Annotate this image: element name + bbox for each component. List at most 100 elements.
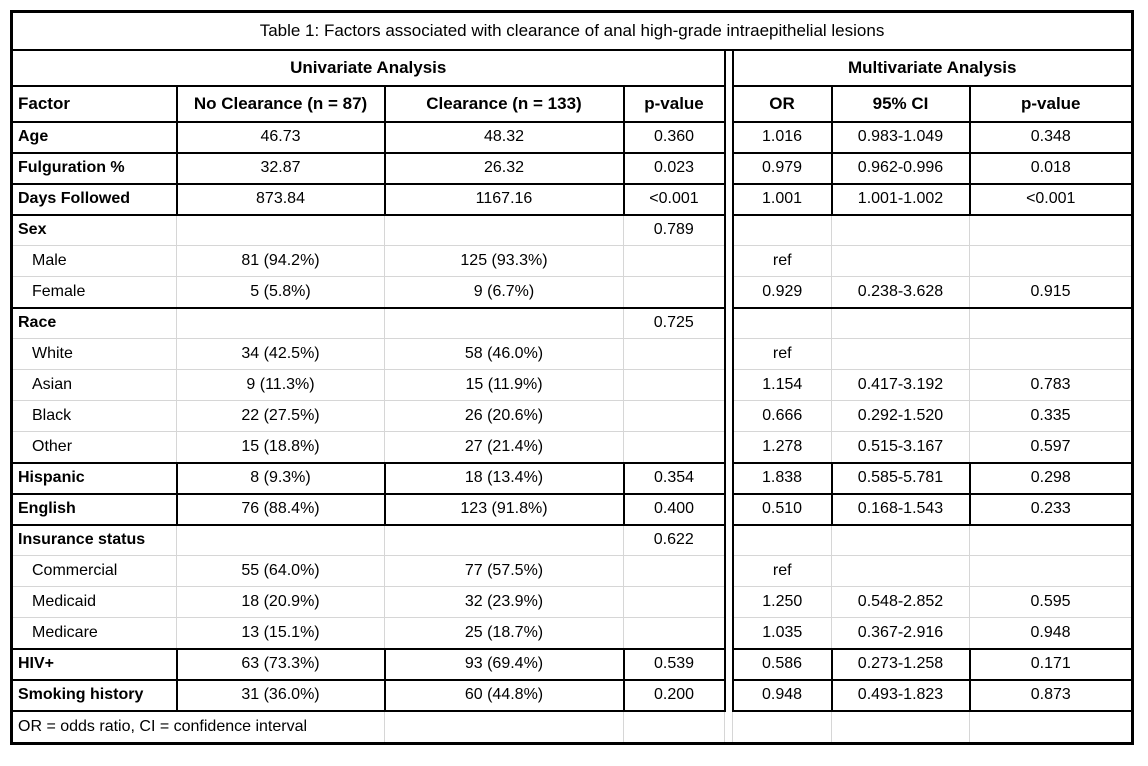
no-clearance-cell: 873.84 <box>175 182 386 216</box>
no-clearance-cell: 63 (73.3%) <box>175 647 386 681</box>
section-divider <box>723 307 734 339</box>
section-divider <box>724 710 733 744</box>
section-divider <box>723 462 734 494</box>
clearance-cell: 60 (44.8%) <box>383 678 625 712</box>
confidence-interval-cell: 0.962-0.996 <box>830 151 971 185</box>
odds-ratio-cell <box>732 523 832 556</box>
p-value-univariate-cell <box>623 276 725 309</box>
clearance-cell <box>384 523 624 556</box>
factor-cell: Medicaid <box>11 586 177 618</box>
factor-cell: Days Followed <box>10 182 178 216</box>
p-value-univariate-cell: 0.789 <box>623 213 725 246</box>
no-clearance-cell: 18 (20.9%) <box>176 586 385 618</box>
empty-cell <box>968 710 1134 744</box>
section-divider <box>723 85 734 122</box>
section-divider <box>723 245 734 277</box>
p-value-univariate-cell <box>623 617 725 650</box>
p-value-univariate-cell: 0.725 <box>623 306 725 339</box>
section-divider <box>723 183 734 215</box>
p-value-multivariate-cell: 0.233 <box>968 492 1134 526</box>
p-value-multivariate-cell: 0.915 <box>968 276 1134 309</box>
table-row: Race 0.725 <box>11 306 1134 339</box>
odds-ratio-cell: 1.278 <box>732 431 832 464</box>
factor-cell: Asian <box>11 369 177 401</box>
confidence-interval-cell: 0.292-1.520 <box>831 400 970 432</box>
odds-ratio-cell <box>732 306 832 339</box>
p-value-multivariate-cell <box>968 555 1134 587</box>
factor-cell: Commercial <box>11 555 177 587</box>
confidence-interval-cell: 0.238-3.628 <box>831 276 970 309</box>
column-header-p-value-univariate: p-value <box>622 84 726 123</box>
factor-cell: HIV+ <box>10 647 178 681</box>
table-row: Commercial 55 (64.0%) 77 (57.5%) ref <box>11 555 1134 587</box>
no-clearance-cell: 31 (36.0%) <box>175 678 386 712</box>
confidence-interval-cell: 0.515-3.167 <box>831 431 970 464</box>
p-value-multivariate-cell: 0.018 <box>968 151 1134 185</box>
p-value-multivariate-cell: 0.298 <box>968 461 1134 495</box>
clearance-cell: 77 (57.5%) <box>384 555 624 587</box>
no-clearance-cell: 8 (9.3%) <box>175 461 386 495</box>
clearance-cell: 18 (13.4%) <box>383 461 625 495</box>
factor-cell: Medicare <box>11 617 177 650</box>
factor-cell: Black <box>11 400 177 432</box>
no-clearance-cell: 9 (11.3%) <box>176 369 385 401</box>
factor-cell: Female <box>11 276 177 309</box>
section-divider <box>723 493 734 525</box>
factor-cell: Other <box>11 431 177 464</box>
p-value-multivariate-cell <box>968 306 1134 339</box>
odds-ratio-cell: 0.510 <box>731 492 833 526</box>
clearance-cell: 9 (6.7%) <box>384 276 624 309</box>
no-clearance-cell: 34 (42.5%) <box>176 338 385 370</box>
column-header-no-clearance: No Clearance (n = 87) <box>175 84 386 123</box>
empty-cell <box>384 710 624 744</box>
section-divider <box>723 276 734 308</box>
clearance-factors-table: Table 1: Factors associated with clearan… <box>10 10 1135 745</box>
column-header-confidence-interval: 95% CI <box>830 84 971 123</box>
confidence-interval-cell <box>831 245 970 277</box>
section-divider <box>723 524 734 556</box>
factor-cell: Sex <box>11 213 177 246</box>
table-row: Fulguration % 32.87 26.32 0.023 0.979 0.962-0… <box>10 151 1134 185</box>
table-row: Sex 0.789 <box>11 213 1134 246</box>
section-divider <box>723 338 734 370</box>
clearance-cell <box>384 213 624 246</box>
column-header-factor: Factor <box>10 84 178 123</box>
odds-ratio-cell: 1.250 <box>732 586 832 618</box>
table-row: Male 81 (94.2%) 125 (93.3%) ref <box>11 245 1134 277</box>
p-value-multivariate-cell <box>968 213 1134 246</box>
p-value-univariate-cell <box>623 400 725 432</box>
section-divider <box>723 431 734 463</box>
table-row: Insurance status 0.622 <box>11 523 1134 556</box>
clearance-cell: 32 (23.9%) <box>384 586 624 618</box>
odds-ratio-cell: 1.154 <box>732 369 832 401</box>
no-clearance-cell: 15 (18.8%) <box>176 431 385 464</box>
confidence-interval-cell: 0.168-1.543 <box>830 492 971 526</box>
odds-ratio-cell: ref <box>732 555 832 587</box>
p-value-univariate-cell: <0.001 <box>622 182 726 216</box>
clearance-cell: 26.32 <box>383 151 625 185</box>
section-divider <box>723 679 734 711</box>
p-value-multivariate-cell <box>968 523 1134 556</box>
p-value-univariate-cell <box>623 338 725 370</box>
odds-ratio-cell: 1.838 <box>731 461 833 495</box>
p-value-univariate-cell: 0.360 <box>622 120 726 154</box>
no-clearance-cell: 55 (64.0%) <box>176 555 385 587</box>
no-clearance-cell <box>176 306 385 339</box>
no-clearance-cell: 22 (27.5%) <box>176 400 385 432</box>
column-header-clearance: Clearance (n = 133) <box>383 84 625 123</box>
footnote-row: OR = odds ratio, CI = confidence interva… <box>11 710 1134 744</box>
factor-cell: Age <box>10 120 178 154</box>
odds-ratio-cell: 1.001 <box>731 182 833 216</box>
odds-ratio-cell: 1.035 <box>732 617 832 650</box>
confidence-interval-cell <box>831 523 970 556</box>
confidence-interval-cell <box>831 555 970 587</box>
empty-cell <box>831 710 970 744</box>
table-row: Asian 9 (11.3%) 15 (11.9%) 1.154 0.417-3.192… <box>11 369 1134 401</box>
section-divider <box>723 400 734 432</box>
section-header-univariate: Univariate Analysis <box>10 48 726 87</box>
p-value-univariate-cell: 0.023 <box>622 151 726 185</box>
section-header-row: Univariate Analysis Multivariate Analysi… <box>10 48 1134 87</box>
table-title: Table 1: Factors associated with clearan… <box>11 11 1133 51</box>
no-clearance-cell: 32.87 <box>175 151 386 185</box>
clearance-cell: 93 (69.4%) <box>383 647 625 681</box>
